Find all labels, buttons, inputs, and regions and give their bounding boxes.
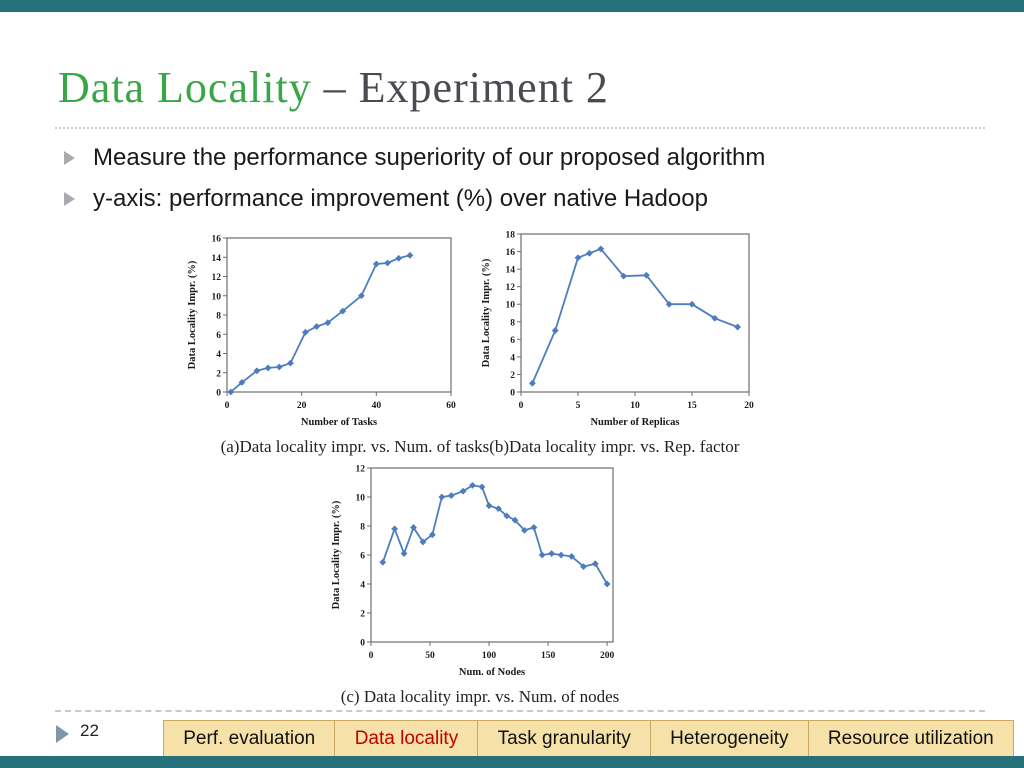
svg-text:8: 8 [216,312,221,322]
svg-text:0: 0 [369,651,374,661]
caption-chart-c: (c) Data locality impr. vs. Num. of node… [340,687,620,706]
chart-replicas: 0 2 4 6 8 10 12 14 16 18 0 5 10 15 20 Number of Replica… [477,226,763,437]
nav-tab-resource-utilization[interactable]: Resource utilization [827,727,994,749]
svg-text:0: 0 [225,401,230,411]
title-divider [55,127,985,129]
footer-divider [55,710,985,712]
svg-text:0: 0 [510,389,515,399]
svg-text:8: 8 [360,523,365,533]
bullet-list: Measure the performance superiority of o… [62,142,962,224]
chart-replicas-svg: 0 2 4 6 8 10 12 14 16 18 0 5 10 15 20 Number of Replica… [481,231,754,429]
svg-text:10: 10 [506,301,516,311]
svg-text:0: 0 [360,639,365,649]
svg-text:10: 10 [356,494,366,504]
nav-tab-task-granularity[interactable]: Task granularity [478,721,651,756]
page-number: 22 [80,721,99,740]
svg-text:Data Locality Impr. (%): Data Locality Impr. (%) [187,260,198,369]
svg-text:0: 0 [519,401,524,411]
svg-text:Num. of Nodes: Num. of Nodes [459,667,525,678]
page-title-highlight: Data Locality [58,63,312,112]
svg-text:Data Locality Impr. (%): Data Locality Impr. (%) [481,258,492,367]
svg-text:12: 12 [356,465,366,475]
svg-text:12: 12 [506,283,516,293]
svg-text:0: 0 [216,389,221,399]
section-nav-bar: Perf. evaluation Data locality Task gran… [163,720,1014,757]
svg-text:14: 14 [506,266,516,276]
svg-text:6: 6 [360,552,365,562]
svg-text:Number of Replicas: Number of Replicas [590,417,679,428]
caption-charts-ab: (a)Data locality impr. vs. Num. of tasks… [220,437,740,456]
nav-tab-perf-evaluation[interactable]: Perf. evaluation [164,721,336,756]
chart-tasks: 0 2 4 6 8 10 12 14 16 0 20 40 60 Number of Tasks Data … [183,230,465,437]
svg-text:6: 6 [510,336,515,346]
svg-text:50: 50 [425,651,435,661]
svg-text:10: 10 [630,401,640,411]
page-title-rest: – Experiment 2 [311,63,609,112]
bullet-text: y-axis: performance improvement (%) over… [93,185,708,212]
bullet-item: Measure the performance superiority of o… [62,142,962,174]
svg-text:16: 16 [506,248,516,258]
svg-text:100: 100 [482,651,497,661]
top-accent-bar [0,0,1024,12]
svg-text:Number of Tasks: Number of Tasks [301,417,377,428]
chart-nodes: 0 2 4 6 8 10 12 0 50 100 150 200 Num. of Nodes Data L… [327,460,627,687]
svg-text:12: 12 [212,273,222,283]
svg-text:4: 4 [360,581,365,591]
svg-text:5: 5 [576,401,581,411]
nav-tab-heterogeneity[interactable]: Heterogeneity [651,721,809,756]
svg-text:200: 200 [600,651,615,661]
svg-text:4: 4 [216,350,221,360]
svg-text:16: 16 [212,235,222,245]
svg-text:4: 4 [510,353,515,363]
svg-text:20: 20 [297,401,307,411]
nav-tab-data-locality[interactable]: Data locality [335,721,479,756]
svg-text:6: 6 [216,331,221,341]
svg-text:2: 2 [510,371,515,381]
svg-text:40: 40 [372,401,382,411]
svg-text:Data Locality Impr. (%): Data Locality Impr. (%) [331,500,342,609]
svg-text:18: 18 [506,231,516,241]
bullet-text: Measure the performance superiority of o… [93,144,766,171]
bullet-item: y-axis: performance improvement (%) over… [62,183,962,215]
svg-text:150: 150 [541,651,556,661]
svg-text:60: 60 [446,401,456,411]
chart-tasks-svg: 0 2 4 6 8 10 12 14 16 0 20 40 60 Number of Tasks Data … [187,235,456,429]
bottom-accent-bar [0,756,1024,768]
svg-text:8: 8 [510,318,515,328]
svg-text:14: 14 [212,254,222,264]
page-arrow-icon [56,725,69,743]
bullet-arrow-icon [64,151,75,165]
svg-text:2: 2 [360,610,365,620]
svg-text:10: 10 [212,292,222,302]
page-title: Data Locality – Experiment 2 [58,62,609,113]
svg-text:20: 20 [744,401,754,411]
chart-nodes-svg: 0 2 4 6 8 10 12 0 50 100 150 200 Num. of Nodes Data L… [331,465,615,679]
svg-text:2: 2 [216,369,221,379]
bullet-arrow-icon [64,192,75,206]
svg-text:15: 15 [687,401,697,411]
